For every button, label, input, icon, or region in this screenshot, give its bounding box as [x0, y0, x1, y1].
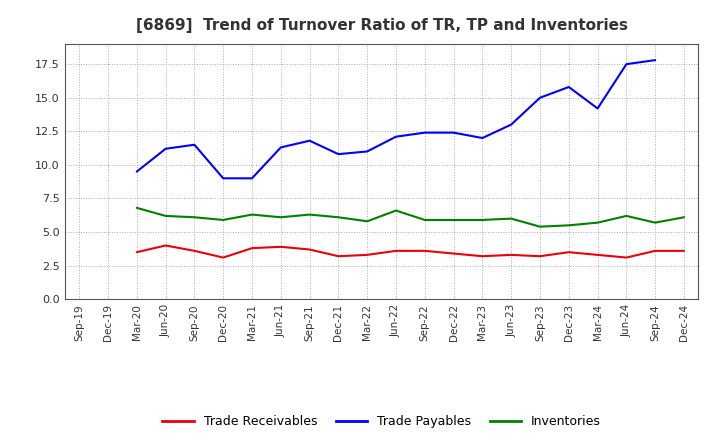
- Trade Payables: [478, 136, 487, 141]
- Inventories: [449, 217, 458, 223]
- Inventories: [478, 217, 487, 223]
- Inventories: [536, 224, 544, 229]
- Inventories: [420, 217, 429, 223]
- Trade Payables: [132, 169, 141, 174]
- Inventories: [305, 212, 314, 217]
- Inventories: [161, 213, 170, 219]
- Trade Receivables: [680, 248, 688, 253]
- Trade Payables: [363, 149, 372, 154]
- Trade Receivables: [248, 246, 256, 251]
- Trade Receivables: [132, 249, 141, 255]
- Inventories: [248, 212, 256, 217]
- Inventories: [680, 215, 688, 220]
- Line: Trade Payables: Trade Payables: [137, 60, 655, 178]
- Inventories: [190, 215, 199, 220]
- Legend: Trade Receivables, Trade Payables, Inventories: Trade Receivables, Trade Payables, Inven…: [157, 411, 606, 433]
- Trade Payables: [305, 138, 314, 143]
- Trade Receivables: [334, 253, 343, 259]
- Trade Payables: [593, 106, 602, 111]
- Trade Receivables: [564, 249, 573, 255]
- Trade Payables: [449, 130, 458, 135]
- Trade Payables: [420, 130, 429, 135]
- Trade Receivables: [161, 243, 170, 248]
- Trade Payables: [161, 146, 170, 151]
- Trade Receivables: [536, 253, 544, 259]
- Inventories: [392, 208, 400, 213]
- Trade Payables: [190, 142, 199, 147]
- Trade Receivables: [622, 255, 631, 260]
- Trade Receivables: [276, 244, 285, 249]
- Trade Receivables: [593, 252, 602, 257]
- Inventories: [622, 213, 631, 219]
- Trade Receivables: [420, 248, 429, 253]
- Trade Receivables: [219, 255, 228, 260]
- Trade Payables: [276, 145, 285, 150]
- Trade Receivables: [478, 253, 487, 259]
- Inventories: [363, 219, 372, 224]
- Inventories: [219, 217, 228, 223]
- Trade Payables: [334, 151, 343, 157]
- Trade Payables: [248, 176, 256, 181]
- Trade Receivables: [305, 247, 314, 252]
- Inventories: [276, 215, 285, 220]
- Inventories: [132, 205, 141, 210]
- Trade Receivables: [449, 251, 458, 256]
- Inventories: [651, 220, 660, 225]
- Trade Receivables: [392, 248, 400, 253]
- Inventories: [564, 223, 573, 228]
- Trade Payables: [651, 58, 660, 63]
- Title: [6869]  Trend of Turnover Ratio of TR, TP and Inventories: [6869] Trend of Turnover Ratio of TR, TP…: [135, 18, 628, 33]
- Trade Payables: [536, 95, 544, 100]
- Trade Receivables: [363, 252, 372, 257]
- Trade Receivables: [190, 248, 199, 253]
- Trade Payables: [622, 62, 631, 67]
- Trade Payables: [507, 122, 516, 127]
- Trade Payables: [219, 176, 228, 181]
- Inventories: [593, 220, 602, 225]
- Inventories: [334, 215, 343, 220]
- Inventories: [507, 216, 516, 221]
- Trade Receivables: [507, 252, 516, 257]
- Line: Inventories: Inventories: [137, 208, 684, 227]
- Line: Trade Receivables: Trade Receivables: [137, 246, 684, 257]
- Trade Payables: [392, 134, 400, 139]
- Trade Payables: [564, 84, 573, 90]
- Trade Receivables: [651, 248, 660, 253]
